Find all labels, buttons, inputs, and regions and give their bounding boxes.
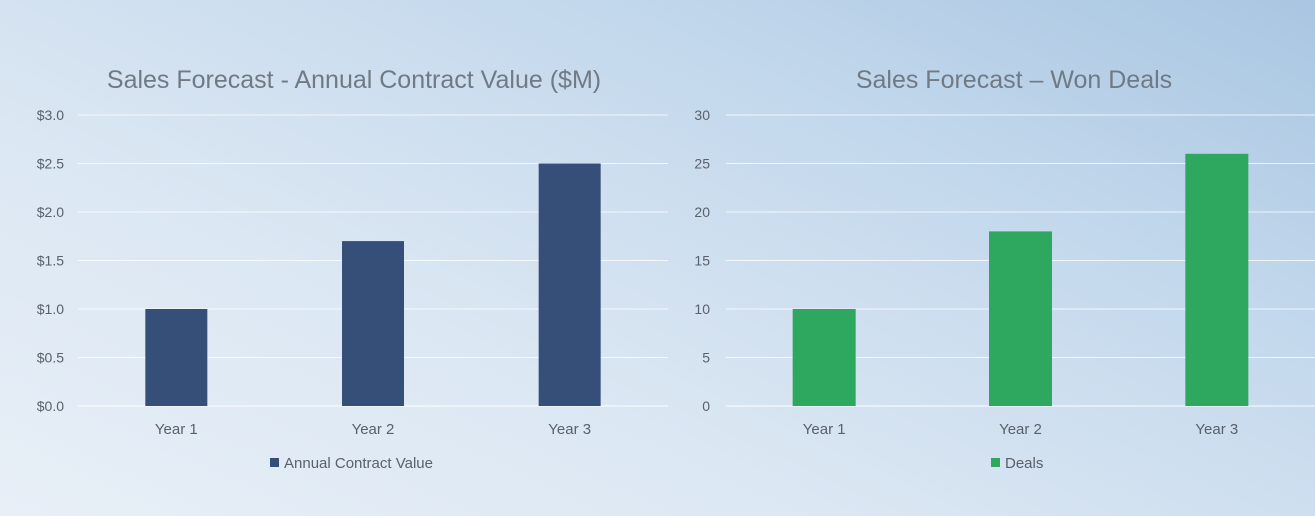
deals-y-tick-label: 5 <box>702 350 710 366</box>
deals-x-tick-label: Year 1 <box>803 421 846 438</box>
acv-y-axis: $0.0 $0.5 $1.0 $1.5 $2.0 $2.5 $3.0 <box>37 107 64 414</box>
acv-y-tick-label: $0.5 <box>37 350 64 366</box>
acv-bar <box>342 241 404 406</box>
acv-y-tick-label: $2.5 <box>37 156 64 172</box>
acv-chart-title: Sales Forecast - Annual Contract Value (… <box>107 66 601 94</box>
deals-chart-title: Sales Forecast – Won Deals <box>856 66 1172 94</box>
deals-legend-swatch <box>991 458 1000 467</box>
acv-bar <box>145 309 208 406</box>
acv-x-tick-label: Year 3 <box>548 421 591 438</box>
deals-y-tick-label: 15 <box>694 253 710 269</box>
deals-y-axis: 0 5 10 15 20 25 30 <box>694 107 710 414</box>
deals-x-axis: Year 1 Year 2 Year 3 <box>803 421 1238 438</box>
acv-chart: Sales Forecast - Annual Contract Value (… <box>37 66 668 472</box>
deals-legend: Deals <box>991 455 1043 472</box>
acv-legend: Annual Contract Value <box>270 455 433 472</box>
acv-x-tick-label: Year 1 <box>155 421 198 438</box>
acv-y-tick-label: $3.0 <box>37 107 64 123</box>
acv-bar <box>538 163 601 406</box>
acv-y-tick-label: $1.5 <box>37 253 64 269</box>
deals-bar <box>1185 153 1249 406</box>
deals-x-tick-label: Year 2 <box>999 421 1042 438</box>
deals-y-tick-label: 0 <box>702 398 710 414</box>
acv-x-axis: Year 1 Year 2 Year 3 <box>155 421 591 438</box>
deals-chart: Sales Forecast – Won Deals 051015202530 … <box>694 66 1315 472</box>
acv-bars <box>145 163 601 406</box>
deals-x-tick-label: Year 3 <box>1195 421 1238 438</box>
deals-bar <box>989 231 1052 406</box>
acv-y-tick-label: $1.0 <box>37 301 64 317</box>
acv-x-tick-label: Year 2 <box>352 421 395 438</box>
deals-legend-label: Deals <box>1005 455 1043 472</box>
acv-y-tick-label: $0.0 <box>37 398 64 414</box>
deals-bars <box>792 153 1249 406</box>
deals-y-tick-label: 10 <box>694 301 710 317</box>
deals-y-tick-label: 20 <box>694 204 710 220</box>
acv-y-tick-label: $2.0 <box>37 204 64 220</box>
deals-y-tick-label: 30 <box>694 107 710 123</box>
deals-bar <box>792 309 856 406</box>
acv-legend-label: Annual Contract Value <box>284 455 433 472</box>
acv-legend-swatch <box>270 458 279 467</box>
deals-y-tick-label: 25 <box>694 156 710 172</box>
